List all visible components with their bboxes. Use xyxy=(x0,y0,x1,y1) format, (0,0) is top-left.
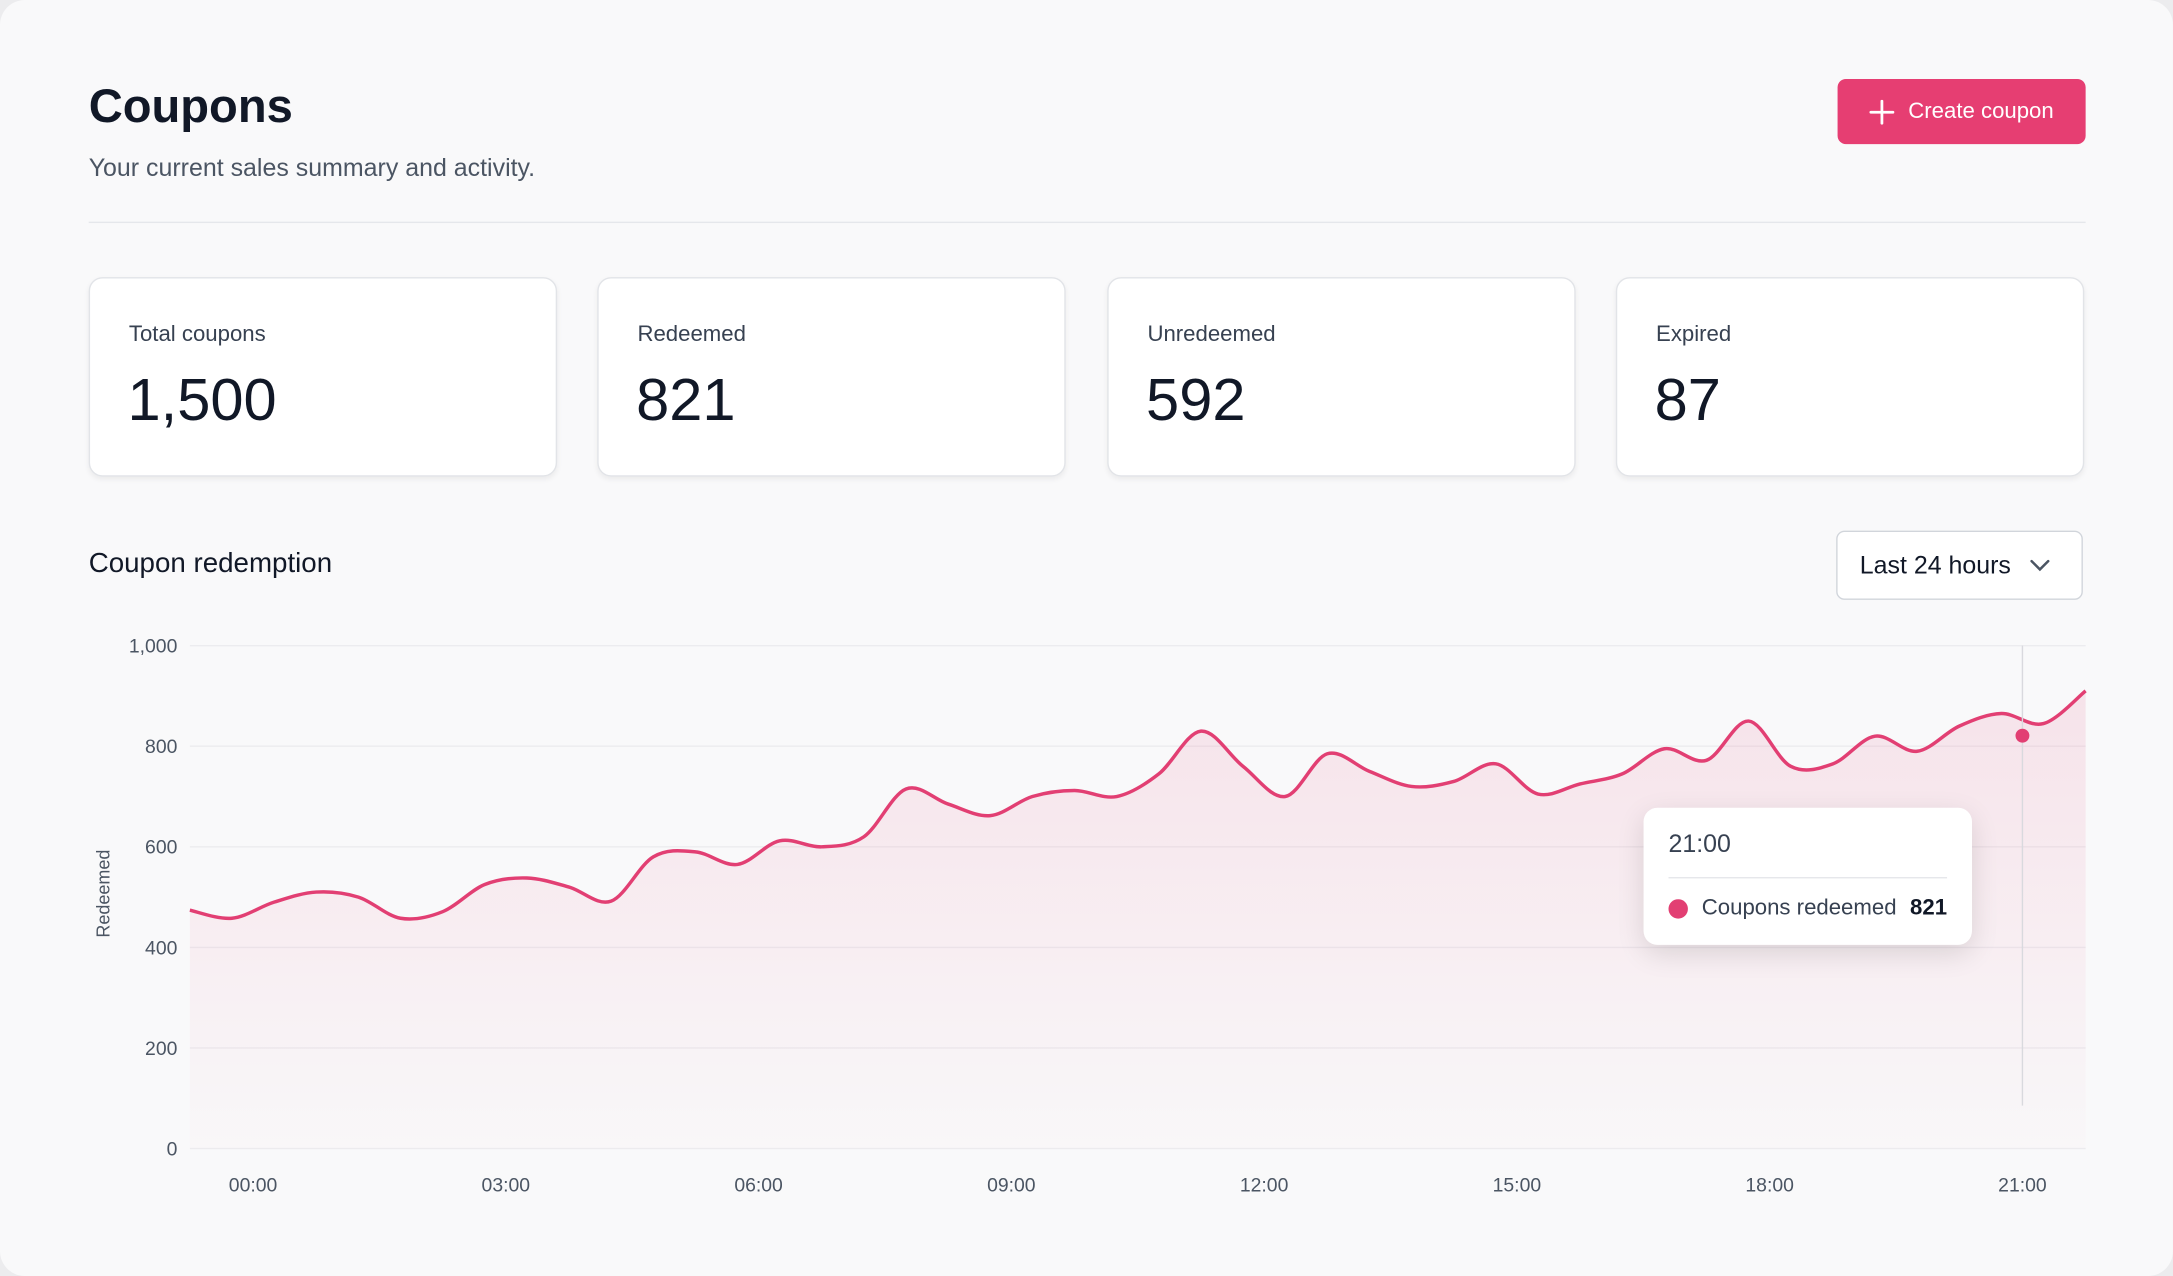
x-tick-label: 18:00 xyxy=(1745,1175,1794,1197)
tooltip-divider xyxy=(1668,877,1948,879)
y-tick-label: 200 xyxy=(145,1038,178,1060)
stat-label: Unredeemed xyxy=(1147,322,1276,347)
page-subtitle: Your current sales summary and activity. xyxy=(88,153,536,182)
stat-card: Expired 87 xyxy=(1615,277,2085,477)
tooltip-series: Coupons redeemed xyxy=(1701,896,1897,920)
create-button[interactable]: Create coupon xyxy=(1837,78,2086,145)
y-tick-label: 600 xyxy=(145,837,178,859)
range-dropdown[interactable]: Last 24 hours xyxy=(1836,530,2083,600)
stat-card: Unredeemed 592 xyxy=(1107,277,1576,477)
tooltip-value: 821 xyxy=(1910,896,1948,920)
y-axis-label: Redeemed xyxy=(93,850,113,938)
button-label: Create coupon xyxy=(1908,99,2054,123)
y-tick-label: 400 xyxy=(145,937,178,959)
stat-value: 821 xyxy=(636,367,736,434)
x-tick-label: 21:00 xyxy=(1998,1175,2047,1197)
stat-card: Redeemed 821 xyxy=(597,277,1066,477)
y-tick-label: 800 xyxy=(145,736,178,758)
y-tick-label: 0 xyxy=(167,1139,178,1161)
tooltip-row: Coupons redeemed 821 xyxy=(1668,896,1948,921)
x-tick-label: 00:00 xyxy=(229,1175,278,1197)
stat-label: Total coupons xyxy=(128,322,266,347)
plus-icon xyxy=(1869,99,1895,125)
chart-title: Coupon redemption xyxy=(88,548,333,580)
chevron-icon xyxy=(2030,559,2050,571)
y-tick-label: 1,000 xyxy=(129,636,178,658)
stat-card: Total coupons 1,500 xyxy=(88,277,558,477)
x-tick-label: 06:00 xyxy=(734,1175,783,1197)
stat-value: 87 xyxy=(1654,367,1721,434)
stat-label: Expired xyxy=(1656,322,1732,347)
tooltip-title: 21:00 xyxy=(1668,829,1731,858)
stat-label: Redeemed xyxy=(637,322,746,347)
line xyxy=(189,689,2087,921)
x-tick-label: 03:00 xyxy=(482,1175,531,1197)
stat-value: 592 xyxy=(1146,367,1246,434)
x-tick-label: 09:00 xyxy=(987,1175,1036,1197)
dropdown-label: Last 24 hours xyxy=(1859,550,2011,579)
stat-value: 1,500 xyxy=(127,367,277,434)
page-title: Coupons xyxy=(88,80,293,134)
x-tick-label: 12:00 xyxy=(1240,1175,1289,1197)
hover-dot xyxy=(2015,728,2030,743)
divider xyxy=(88,221,2086,224)
x-tick-label: 15:00 xyxy=(1493,1175,1542,1197)
area-fill xyxy=(189,690,2086,1149)
tooltip: 21:00 Coupons redeemed 821 xyxy=(1643,807,1972,945)
tooltip-swatch xyxy=(1668,899,1688,919)
